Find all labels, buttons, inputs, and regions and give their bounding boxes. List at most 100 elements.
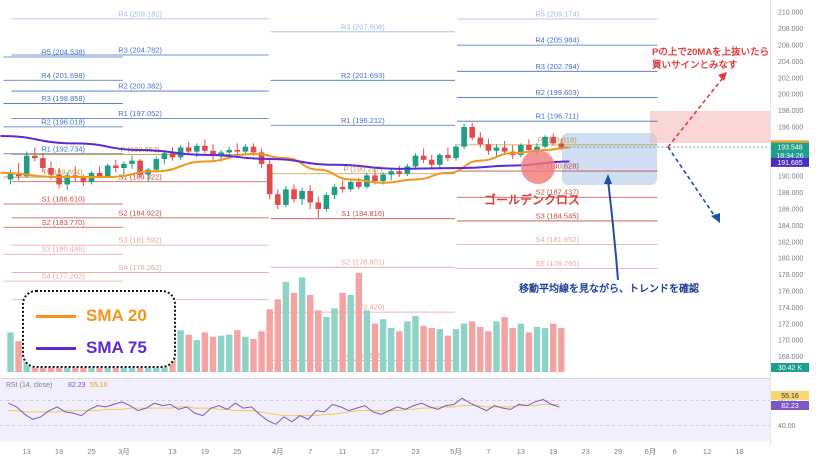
- candle-body: [388, 171, 394, 175]
- note-pointer-head: [604, 174, 612, 184]
- volume-bar: [177, 330, 184, 372]
- legend-item-sma75: SMA 75: [36, 338, 147, 358]
- x-tick-label: 12: [703, 447, 711, 456]
- pivot-may-level-label: S3 (184.545): [536, 211, 580, 220]
- pivot-apr-level-label: R1 (196.212): [341, 116, 385, 125]
- rsi-badge: [771, 401, 809, 410]
- buy-zone-box: [650, 111, 770, 143]
- volume-bar: [201, 332, 209, 372]
- bottom-note: 移動平均線を見ながら、トレンドを確認: [519, 282, 699, 295]
- candle-body: [129, 160, 135, 164]
- candle-body: [485, 144, 492, 151]
- pivot-mar-level-label: R1 (197.052): [118, 109, 162, 118]
- candle-body: [113, 165, 119, 168]
- x-tick-label: 19: [55, 447, 63, 456]
- pivot-apr-level-label: S2 (178.901): [341, 258, 385, 267]
- rsi-line: [8, 397, 560, 425]
- volume-bar: [355, 273, 362, 372]
- y-tick-label: 170.000: [778, 338, 803, 345]
- volume-bar: [15, 341, 22, 372]
- y-tick-label: 174.000: [778, 305, 803, 312]
- candle-body: [266, 163, 273, 195]
- y-tick-label: 176.000: [778, 289, 803, 296]
- candle-body: [291, 189, 297, 200]
- volume-bar: [493, 321, 500, 372]
- candle-body: [121, 163, 127, 168]
- pivot-may-level-label: R2 (199.603): [535, 88, 579, 97]
- volume-bar: [323, 317, 330, 372]
- candle-body: [23, 155, 30, 177]
- candle-body: [477, 137, 484, 145]
- consolidation-box: [562, 133, 657, 185]
- pivot-feb-level-label: R1 (192.734): [41, 144, 85, 153]
- rsi-panel-background: [0, 379, 770, 441]
- pivot-feb-level-label: S3 (180.486): [41, 245, 85, 254]
- volume-bar: [258, 331, 265, 372]
- pivot-mar-level-label: R4 (209.182): [118, 9, 162, 18]
- candle-body: [396, 171, 403, 174]
- volume-bar: [412, 315, 419, 372]
- x-tick-label: 3月: [118, 447, 130, 456]
- candle-body: [315, 202, 322, 209]
- sma75-swatch: [36, 346, 76, 350]
- volume-bar: [339, 292, 346, 372]
- volume-bar: [533, 326, 541, 372]
- pivot-feb-level-label: S2 (183.770): [41, 218, 85, 227]
- x-tick-label: 19: [201, 447, 209, 456]
- candle-body: [518, 145, 524, 155]
- y-tick-label: 202.000: [778, 75, 803, 82]
- candle-body: [242, 146, 249, 152]
- volume-badge-label: 30.42 K: [778, 365, 802, 372]
- candle-body: [323, 195, 330, 209]
- rsi-title: RSI (14, close): [6, 382, 52, 389]
- pivot-apr-level-label: S1 (184.816): [341, 209, 385, 218]
- candle-body: [234, 149, 241, 152]
- volume-bar: [266, 309, 273, 372]
- volume-bar: [217, 335, 225, 372]
- x-tick-label: 29: [614, 447, 622, 456]
- volume-bar: [388, 328, 395, 372]
- sma75-label: SMA 75: [86, 338, 147, 357]
- volume-bar: [420, 325, 427, 372]
- pivot-feb-level-label: R5 (204.538): [41, 47, 85, 56]
- pivot-mar-level-label: S4 (178.262): [118, 263, 162, 272]
- candle-body: [32, 155, 38, 159]
- pivot-may-level-label: S1 (190.628): [536, 162, 580, 171]
- top-note-line2: 買いサインとみなす: [652, 60, 738, 71]
- sma75-line: [0, 135, 570, 170]
- candle-body: [40, 158, 46, 168]
- volume-bar: [444, 335, 452, 372]
- candle-body: [202, 145, 208, 151]
- volume-bar: [541, 328, 549, 372]
- candle-body: [445, 154, 451, 159]
- pivot-feb-level-label: R3 (198.858): [41, 94, 85, 103]
- volume-bar: [209, 336, 217, 372]
- rsi-ma-value-inline: 55.16: [90, 382, 108, 389]
- candle-body: [307, 190, 313, 203]
- candle-body: [137, 160, 143, 175]
- candle-body: [250, 146, 257, 153]
- candle-body: [347, 181, 354, 190]
- candle-body: [526, 145, 532, 150]
- candle-body: [469, 127, 475, 138]
- pivot-may-level-label: R5 (209.174): [535, 9, 579, 18]
- volume-bar: [185, 334, 192, 372]
- candle-body: [453, 146, 459, 159]
- pivot-feb-level-label: S1 (186.610): [41, 194, 85, 203]
- pivot-apr-level-label: P (190.297): [343, 164, 383, 173]
- volume-bar: [428, 328, 435, 372]
- candle-body: [161, 153, 168, 159]
- volume-bar: [315, 310, 322, 372]
- candle-body: [437, 154, 443, 165]
- volume-bar: [477, 326, 484, 372]
- pivot-mar-level-label: S2 (184.922): [118, 208, 162, 217]
- y-tick-label: 186.000: [778, 207, 803, 214]
- volume-bar: [509, 328, 516, 372]
- x-tick-label: 25: [87, 447, 95, 456]
- rsi-ma-line: [8, 403, 560, 417]
- candle-body: [501, 147, 508, 152]
- volume-bar: [226, 334, 233, 372]
- price-badge-label: 18:34:26: [776, 153, 803, 160]
- pivot-may-level-label: P (193.818): [538, 135, 578, 144]
- candle-body: [283, 189, 289, 205]
